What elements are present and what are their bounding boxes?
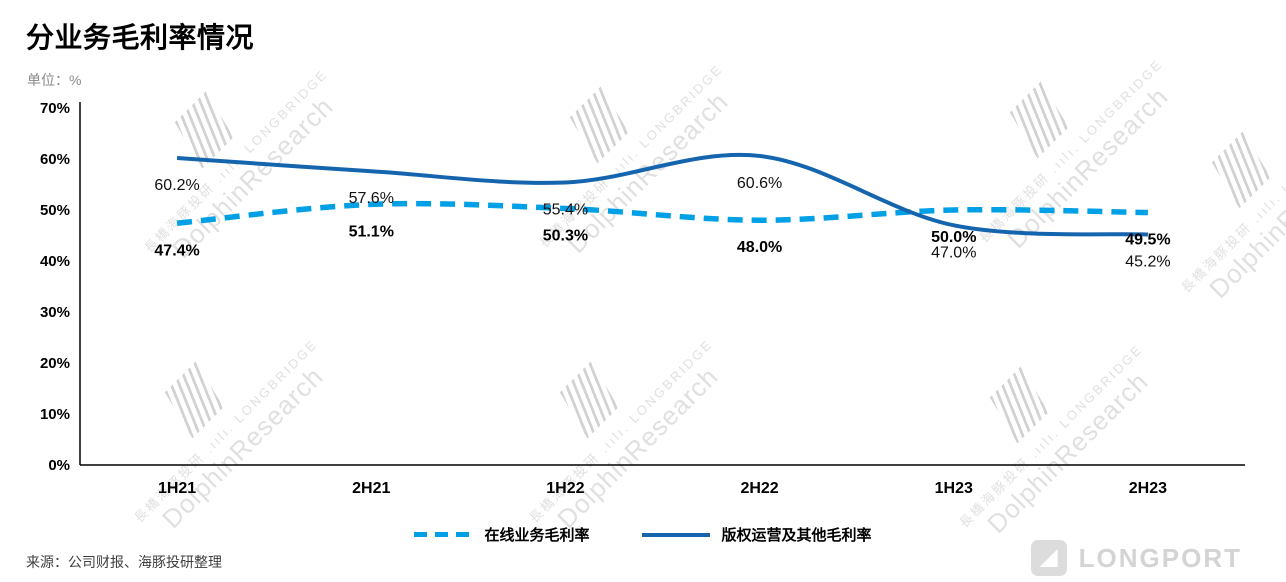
legend-label: 在线业务毛利率	[484, 527, 590, 544]
legend: 在线业务毛利率 版权运营及其他毛利率	[0, 524, 1286, 545]
legend-label: 版权运营及其他毛利率	[721, 527, 872, 544]
y-tick-label: 10%	[40, 406, 70, 423]
data-label: 60.6%	[737, 175, 782, 192]
y-tick-label: 60%	[40, 151, 70, 168]
y-tick-label: 70%	[40, 100, 70, 117]
longport-logo: LONGPORT	[1030, 540, 1242, 576]
x-tick-label: 2H22	[740, 480, 778, 497]
series-line-1	[176, 152, 1149, 237]
y-tick-label: 30%	[40, 304, 70, 321]
x-tick-label: 1H22	[546, 480, 584, 497]
y-tick-label: 40%	[40, 253, 70, 270]
x-tick-label: 1H23	[935, 480, 973, 497]
data-label: 49.5%	[1125, 232, 1170, 249]
data-label: 45.2%	[1125, 253, 1170, 270]
data-label: 50.0%	[931, 229, 976, 246]
legend-item-0: 在线业务毛利率	[414, 524, 590, 545]
data-label: 48.0%	[737, 239, 782, 256]
data-label: 47.4%	[154, 242, 199, 259]
series-line-0	[176, 200, 1148, 226]
legend-line-sample	[641, 532, 710, 537]
unit-label: 单位：%	[27, 72, 82, 88]
x-tick-label: 2H21	[352, 480, 390, 497]
source-note: 来源：公司财报、海豚投研整理	[26, 554, 222, 570]
data-label: 57.6%	[349, 190, 394, 207]
y-tick-label: 20%	[40, 355, 70, 372]
y-tick-label: 0%	[48, 457, 70, 474]
page-title: 分业务毛利率情况	[26, 22, 255, 53]
data-label: 50.3%	[543, 227, 588, 244]
data-label: 60.2%	[154, 177, 199, 194]
longport-logo-text: LONGPORT	[1078, 542, 1242, 573]
data-label: 55.4%	[543, 201, 588, 218]
legend-line-sample	[414, 532, 473, 537]
y-tick-label: 50%	[40, 202, 70, 219]
x-tick-label: 2H23	[1129, 480, 1167, 497]
longport-logo-mark	[1030, 540, 1067, 576]
data-label: 51.1%	[349, 223, 394, 240]
data-label: 47.0%	[931, 244, 976, 261]
x-tick-label: 1H21	[158, 480, 196, 497]
legend-item-1: 版权运营及其他毛利率	[641, 524, 872, 545]
